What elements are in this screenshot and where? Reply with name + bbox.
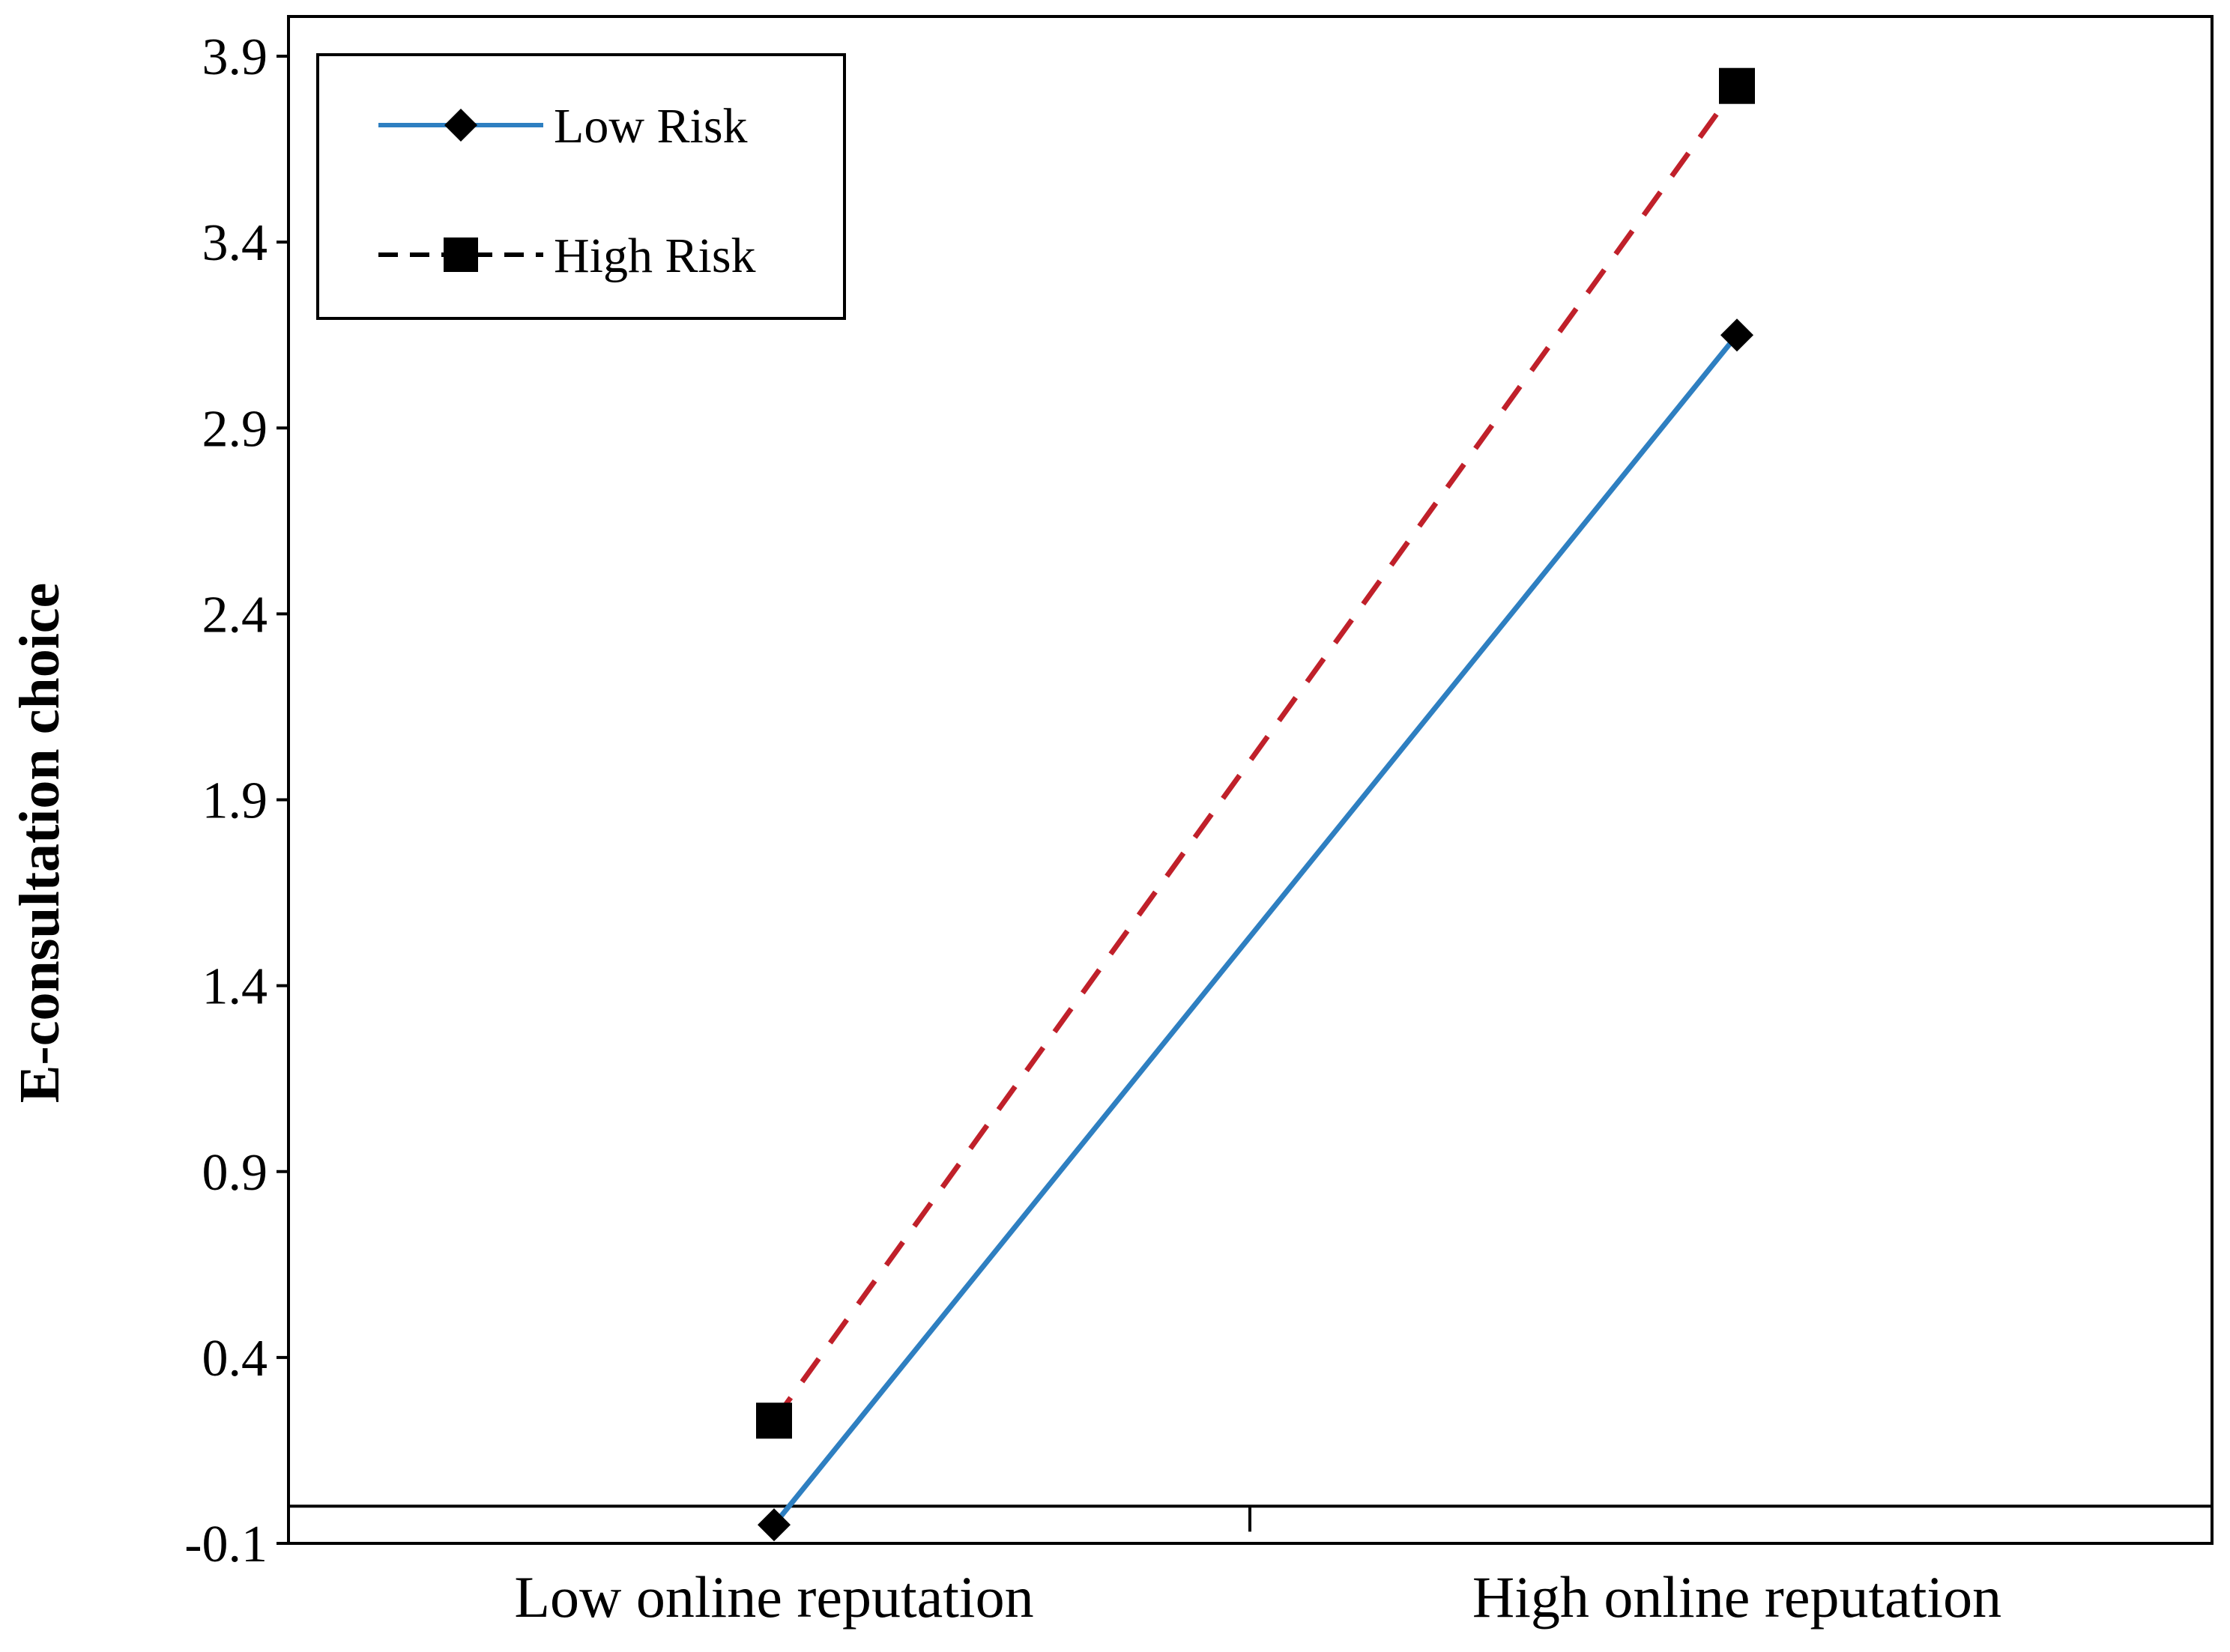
data-point-low-risk	[1720, 318, 1753, 352]
y-tick-label: 0.4	[202, 1330, 268, 1388]
y-tick-label: 3.9	[202, 28, 268, 86]
y-tick-label: 2.4	[202, 586, 268, 644]
data-point-low-risk	[758, 1508, 791, 1542]
y-tick-label: 3.4	[202, 214, 268, 272]
y-tick-label: -0.1	[184, 1516, 268, 1573]
data-point-high-risk	[756, 1403, 792, 1439]
legend-high-risk-label: High Risk	[554, 229, 756, 283]
plot-frame	[287, 15, 2214, 1545]
legend-box	[316, 53, 846, 320]
legend-low-risk-label: Low Risk	[554, 99, 748, 154]
y-tick-label: 1.9	[202, 772, 268, 830]
legend-low-risk-diamond-icon	[444, 109, 477, 142]
x-category-label: High online reputation	[1472, 1564, 2001, 1630]
data-point-high-risk	[1719, 67, 1755, 104]
series-group	[756, 67, 1755, 1542]
series-line-high-risk	[772, 84, 1739, 1423]
y-tick-label: 0.9	[202, 1144, 268, 1202]
x-category-label: Low online reputation	[514, 1564, 1033, 1630]
y-tick-label: 2.9	[202, 400, 268, 458]
y-axis-ticks: 3.9 3.4 2.9 2.4 1.9 1.4 0.9 0.4 -0.1	[184, 28, 288, 1573]
legend-high-risk-square-icon	[444, 237, 478, 272]
y-tick-label: 1.4	[202, 958, 268, 1016]
series-line-low-risk	[772, 333, 1739, 1527]
x-axis-categories: Low online reputation High online reputat…	[514, 1564, 2001, 1630]
legend: Low Risk High Risk	[316, 53, 846, 320]
y-axis-label: E-consultation choice	[8, 583, 71, 1104]
